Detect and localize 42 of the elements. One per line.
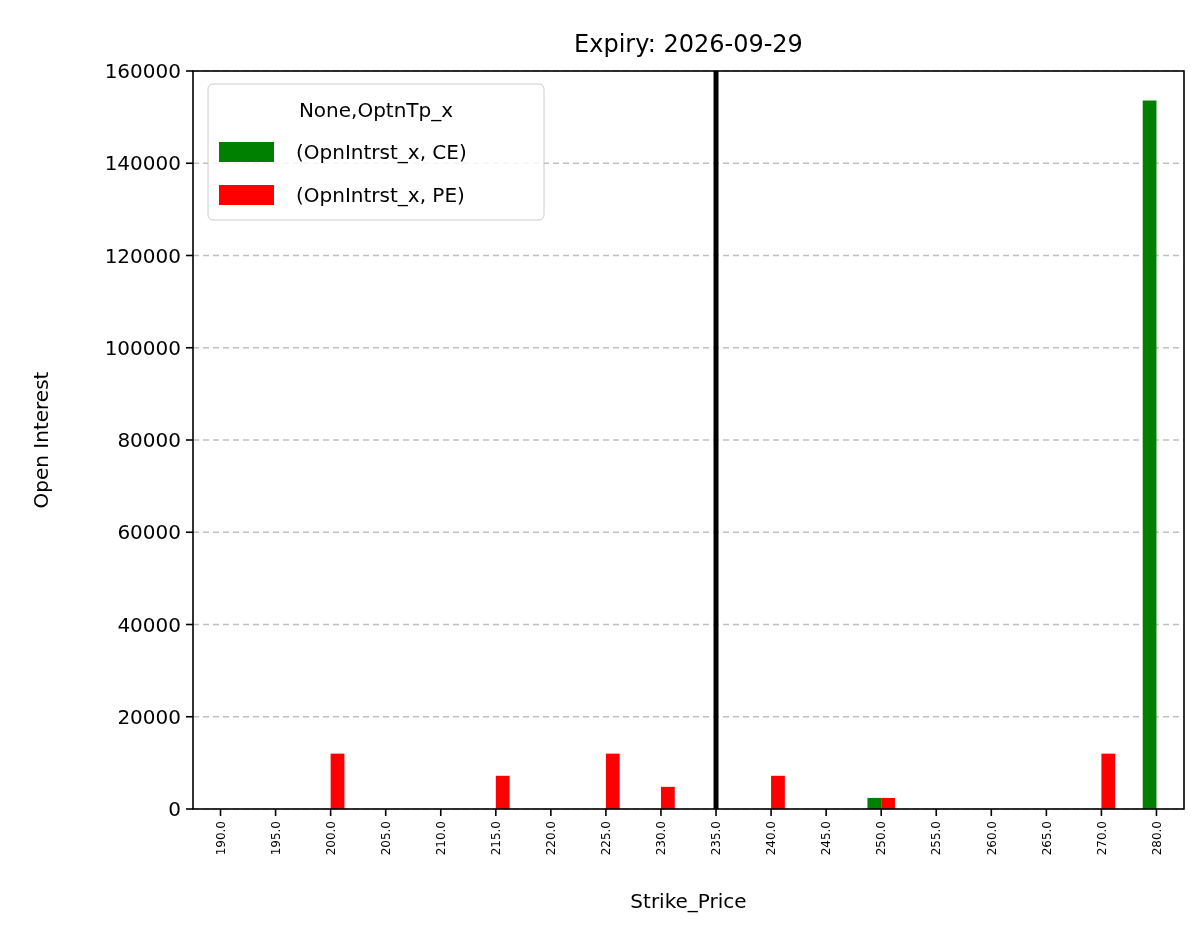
x-tick-label: 250.0 xyxy=(874,821,889,856)
y-tick-label: 120000 xyxy=(104,243,181,268)
x-tick-label: 205.0 xyxy=(378,821,393,856)
x-tick-label: 235.0 xyxy=(709,821,724,856)
y-axis-title: Open Interest xyxy=(29,371,53,509)
x-tick-label: 225.0 xyxy=(599,821,614,856)
x-tick-label: 265.0 xyxy=(1039,821,1054,856)
x-tick-label: 260.0 xyxy=(984,821,999,856)
legend-label: (OpnIntrst_x, CE) xyxy=(296,140,467,164)
x-tick-label: 200.0 xyxy=(323,821,338,856)
y-tick-label: 60000 xyxy=(117,520,181,545)
x-tick-label: 240.0 xyxy=(764,821,779,856)
bar xyxy=(771,775,785,809)
chart-title: Expiry: 2026-09-29 xyxy=(574,30,803,58)
x-tick-label: 215.0 xyxy=(489,821,504,856)
y-tick-label: 100000 xyxy=(104,335,181,360)
bar xyxy=(881,797,895,809)
bar xyxy=(330,753,345,809)
y-tick-label: 20000 xyxy=(117,704,181,729)
x-tick-label: 190.0 xyxy=(213,821,228,856)
y-tick-label: 80000 xyxy=(117,428,181,452)
legend-title: None,OptnTp_x xyxy=(298,98,454,122)
x-tick-label: 245.0 xyxy=(819,821,834,856)
x-tick-label: 210.0 xyxy=(433,821,448,856)
y-tick-label: 140000 xyxy=(104,151,181,176)
y-tick-label: 0 xyxy=(168,797,181,821)
bar xyxy=(1142,100,1157,809)
x-tick-label: 220.0 xyxy=(544,821,559,856)
legend-label: (OpnIntrst_x, PE) xyxy=(296,183,465,207)
x-tick-label: 280.0 xyxy=(1149,821,1164,856)
y-tick-label: 40000 xyxy=(117,612,181,637)
bar xyxy=(660,786,675,809)
bar xyxy=(1101,753,1116,809)
bar xyxy=(495,775,510,809)
x-tick-label: 230.0 xyxy=(654,821,669,856)
x-tick-label: 270.0 xyxy=(1094,821,1109,856)
bar xyxy=(867,797,882,809)
x-tick-label: 255.0 xyxy=(929,821,944,856)
y-tick-label: 160000 xyxy=(104,59,181,83)
bar xyxy=(605,753,620,809)
x-axis-title: Strike_Price xyxy=(630,889,747,913)
x-tick-label: 195.0 xyxy=(268,821,283,856)
